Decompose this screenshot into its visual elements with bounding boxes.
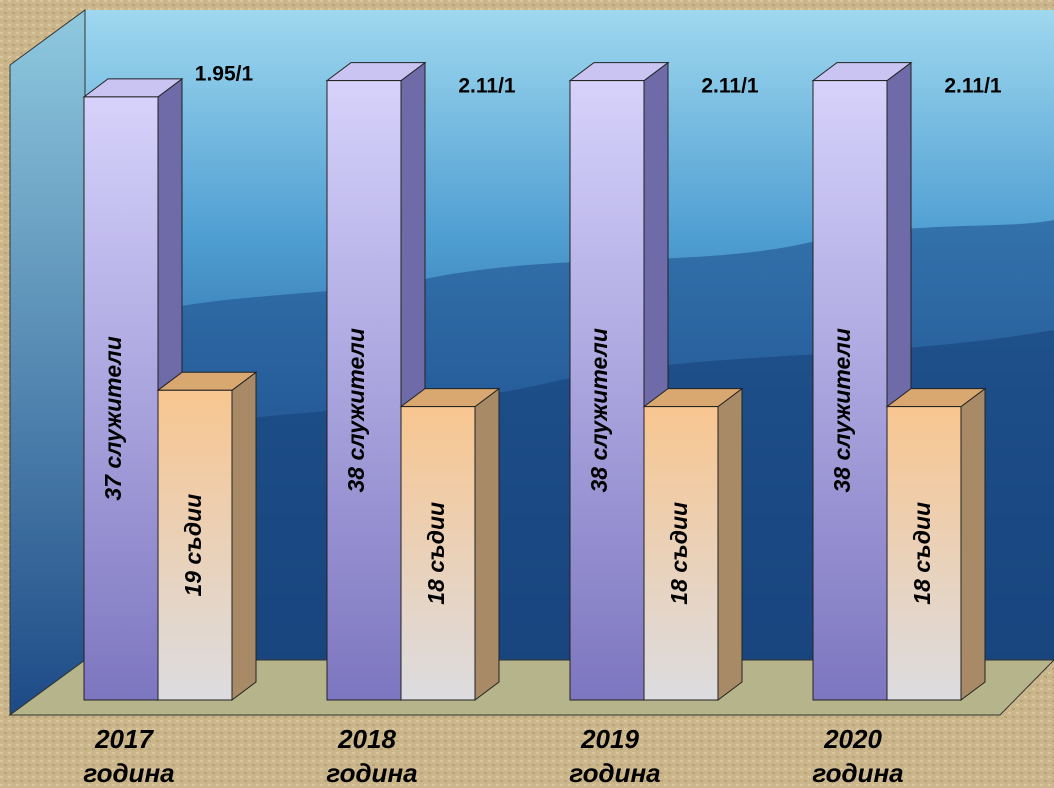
value-label: 19 съдии (180, 494, 206, 597)
value-label: 37 служители (100, 336, 126, 500)
x-tick-label: година (569, 758, 660, 788)
x-tick-label: 2017 (94, 724, 154, 754)
bar-side (475, 389, 499, 700)
value-label: 18 съдии (666, 502, 692, 605)
value-label: 38 служители (586, 328, 612, 492)
annotation: 2.11/1 (701, 75, 759, 98)
side-wall (10, 10, 85, 715)
x-tick-label: 2018 (337, 724, 396, 754)
value-label: 18 съдии (423, 502, 449, 605)
bar-side (961, 389, 985, 700)
annotation: 2.11/1 (458, 75, 516, 98)
value-label: 38 служители (829, 328, 855, 492)
annotation: 2.11/1 (944, 75, 1002, 98)
chart: 37 служители 19 съдии 1.95/1 2017 година 38 с… (0, 0, 1054, 788)
annotation: 1.95/1 (195, 63, 254, 86)
value-label: 18 съдии (909, 502, 935, 605)
x-tick-label: 2020 (823, 724, 882, 754)
value-label: 38 служители (343, 328, 369, 492)
x-tick-label: година (812, 758, 903, 788)
x-tick-label: 2019 (580, 724, 639, 754)
x-tick-label: година (326, 758, 417, 788)
bar-side (232, 372, 256, 700)
x-tick-label: година (83, 758, 174, 788)
bar-side (718, 389, 742, 700)
